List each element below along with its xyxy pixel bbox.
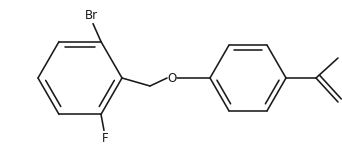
Text: O: O bbox=[167, 71, 176, 84]
Text: Br: Br bbox=[84, 9, 97, 22]
Text: F: F bbox=[102, 132, 108, 145]
